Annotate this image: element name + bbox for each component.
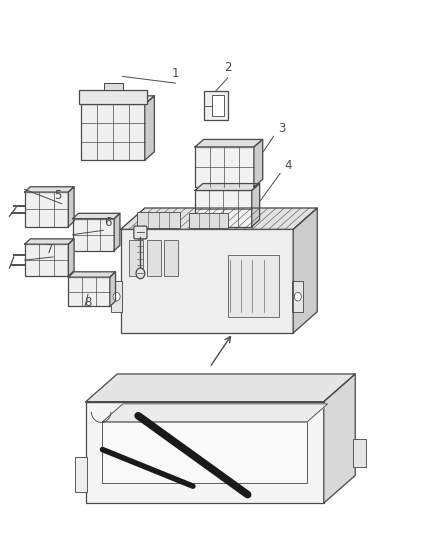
Text: 7: 7 [46,243,53,256]
Polygon shape [68,272,116,277]
Bar [130,240,144,276]
Polygon shape [195,140,263,147]
Bar [25,192,68,227]
Circle shape [113,293,120,301]
Bar [86,402,324,503]
Circle shape [136,268,145,279]
Bar [195,147,254,187]
Bar [73,219,114,251]
Polygon shape [81,96,154,104]
Bar [137,212,180,228]
Bar [111,281,122,312]
Bar [68,277,110,306]
Bar [81,104,145,160]
Bar [147,240,161,276]
Bar [104,84,123,91]
Bar [25,244,68,276]
Bar [121,229,293,333]
Polygon shape [110,272,116,306]
Text: 1: 1 [172,68,179,80]
Polygon shape [25,187,74,192]
Circle shape [294,293,301,301]
Polygon shape [254,140,263,187]
Bar [353,439,366,467]
Bar [204,91,228,120]
Polygon shape [293,208,317,333]
Text: 6: 6 [105,216,112,229]
Polygon shape [324,374,355,503]
Bar [189,213,228,228]
Text: 8: 8 [85,296,92,309]
Bar [75,457,87,492]
Polygon shape [121,208,317,229]
Polygon shape [86,374,355,402]
Bar [228,255,279,318]
Bar [292,281,303,312]
Polygon shape [114,213,120,251]
FancyBboxPatch shape [134,226,147,239]
Bar [102,422,307,483]
Polygon shape [252,183,260,227]
Polygon shape [102,404,328,422]
Polygon shape [195,183,260,190]
Polygon shape [25,239,74,244]
Bar [164,240,178,276]
Polygon shape [73,213,120,219]
Bar [79,91,147,104]
Bar [212,95,224,116]
Bar [195,190,252,227]
Text: 2: 2 [224,61,231,74]
Text: 4: 4 [285,159,292,172]
Polygon shape [68,187,74,227]
Text: 5: 5 [54,189,62,201]
Text: 3: 3 [278,122,285,135]
Polygon shape [145,96,154,160]
Polygon shape [68,239,74,276]
